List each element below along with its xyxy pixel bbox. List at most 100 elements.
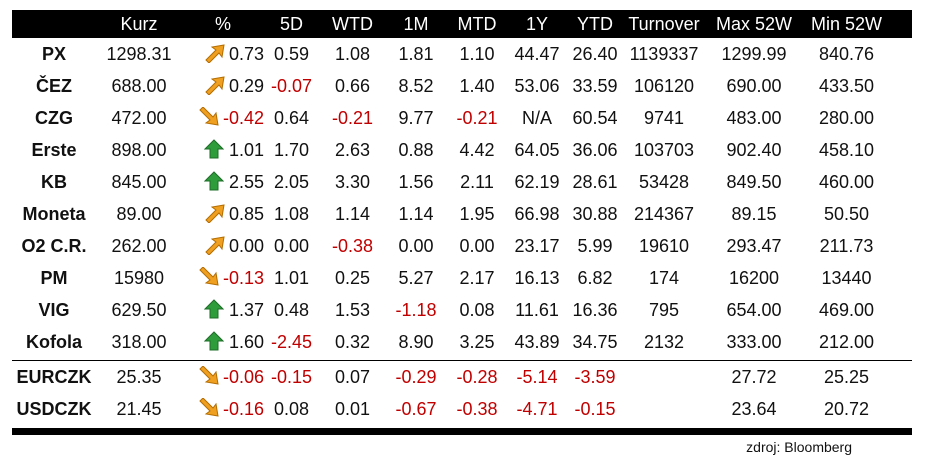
pct-change-cell: -0.16 [182, 398, 264, 420]
pct-change-cell: 2.55 [182, 171, 264, 193]
min52w-value: 469.00 [818, 299, 875, 320]
mtd-value: -0.38 [456, 398, 498, 419]
ticker-name: ČEZ [36, 75, 72, 96]
5d-value: 0.59 [273, 43, 310, 64]
min52w-value: 840.76 [818, 43, 875, 64]
section-divider [12, 360, 912, 361]
1m-value: 0.88 [398, 139, 434, 160]
ticker-name: CZG [35, 107, 73, 128]
mtd-value: 2.11 [460, 171, 494, 192]
fx-row-usdczk: USDCZK 21.45 -0.16 0.08 0.01 -0.67 -0.38 -4.71-… [12, 393, 912, 425]
orange-down-right-arrow-icon [198, 107, 220, 129]
turnover-value: 1139337 [629, 43, 699, 64]
5d-value: 0.64 [273, 107, 310, 128]
kurz-value: 845.00 [111, 171, 167, 192]
pct-change-value: -0.06 [222, 366, 264, 387]
max52w-value: 89.15 [731, 203, 777, 224]
ticker-name: Kofola [26, 331, 82, 352]
header-kurz-col: Kurz [120, 13, 158, 34]
max52w-value: 333.00 [726, 331, 782, 352]
pct-change-value: 1.01 [228, 139, 264, 160]
5d-value: 2.05 [273, 171, 310, 192]
ytd-value: 60.54 [572, 107, 618, 128]
pct-change-value: -0.16 [222, 398, 264, 419]
pct-change-cell: -0.42 [182, 107, 264, 129]
max52w-value: 16200 [728, 267, 780, 288]
1y-value: -4.71 [516, 398, 558, 419]
mtd-value: 1.10 [459, 43, 495, 64]
header-mtd-col: MTD [457, 13, 497, 34]
ticker-name: EURCZK [16, 366, 92, 387]
orange-up-right-arrow-icon [204, 203, 226, 225]
max52w-value: 654.00 [726, 299, 782, 320]
1y-value: 53.06 [514, 75, 560, 96]
1m-value: 9.77 [398, 107, 434, 128]
header-turnover-col: Turnover [628, 13, 700, 34]
kurz-value: 898.00 [111, 139, 167, 160]
ticker-name: O2 C.R. [21, 235, 87, 256]
turnover-value: 103703 [633, 139, 695, 160]
wtd-value: 0.66 [334, 75, 371, 96]
kurz-value: 472.00 [111, 107, 167, 128]
pct-change-cell: 1.01 [182, 139, 264, 161]
5d-value: -0.15 [270, 366, 313, 387]
green-up-arrow-icon [203, 171, 226, 193]
mtd-value: 0.00 [459, 235, 495, 256]
mtd-value: 0.08 [459, 299, 495, 320]
min52w-value: 25.25 [823, 366, 870, 387]
wtd-value: 0.25 [334, 267, 371, 288]
min52w-value: 280.00 [818, 107, 875, 128]
kurz-value: 89.00 [116, 203, 162, 224]
1y-value: 11.61 [515, 299, 559, 320]
ticker-name: PM [40, 267, 68, 288]
mtd-value: 1.95 [459, 203, 495, 224]
ticker-name: KB [41, 171, 67, 192]
kurz-value: 262.00 [111, 235, 167, 256]
min52w-value: 433.50 [818, 75, 875, 96]
wtd-value: 2.63 [334, 139, 371, 160]
wtd-value: 0.32 [334, 331, 371, 352]
market-table: Kurz% 5D WTD 1M MTD 1Y YTD Turnover Max 52W Min 5… [12, 10, 912, 435]
min52w-value: 458.10 [818, 139, 875, 160]
ytd-value: 34.75 [572, 331, 618, 352]
stock-row--ez: ČEZ 688.00 0.29 -0.07 0.66 8.52 1.40 53.06 33.59… [12, 70, 912, 102]
pct-change-cell: 0.00 [182, 235, 264, 257]
orange-down-right-arrow-icon [198, 398, 220, 420]
5d-value: 0.48 [273, 299, 310, 320]
1y-value: 16.13 [514, 267, 560, 288]
kurz-value: 15980 [113, 267, 165, 288]
mtd-value: -0.28 [456, 366, 498, 387]
ticker-name: PX [41, 43, 66, 64]
kurz-value: 688.00 [111, 75, 167, 96]
ytd-value: 5.99 [577, 235, 613, 256]
min52w-value: 212.00 [818, 331, 875, 352]
1y-value: 62.19 [514, 171, 560, 192]
1y-value: N/A [521, 107, 552, 128]
1y-value: 64.05 [514, 139, 560, 160]
1y-value: 43.89 [514, 331, 560, 352]
ticker-name: VIG [38, 299, 70, 320]
1m-value: 5.27 [398, 267, 434, 288]
max52w-value: 27.72 [731, 366, 777, 387]
stock-row-czg: CZG 472.00 -0.42 0.64 -0.21 9.77 -0.21 N/A 60.54… [12, 102, 912, 134]
kurz-value: 25.35 [116, 366, 162, 387]
min52w-value: 50.50 [823, 203, 870, 224]
kurz-value: 629.50 [111, 299, 167, 320]
1m-value: 0.00 [398, 235, 434, 256]
turnover-value: 214367 [633, 203, 695, 224]
kurz-value: 1298.31 [106, 43, 172, 64]
1y-value: 23.17 [514, 235, 560, 256]
mtd-value: 3.25 [459, 331, 495, 352]
5d-value: 0.00 [273, 235, 310, 256]
wtd-value: 1.53 [334, 299, 371, 320]
ticker-name: USDCZK [16, 398, 92, 419]
pct-change-value: -0.42 [222, 107, 264, 128]
1m-value: 1.81 [398, 43, 434, 64]
max52w-value: 23.64 [731, 398, 777, 419]
5d-value: -0.07 [270, 75, 313, 96]
orange-up-right-arrow-icon [204, 75, 226, 97]
pct-change-cell: -0.13 [182, 267, 264, 289]
mtd-value: 2.17 [459, 267, 495, 288]
stock-row-erste: Erste 898.00 1.01 1.70 2.63 0.88 4.42 64.05 36.0… [12, 134, 912, 166]
1y-value: 66.98 [514, 203, 560, 224]
